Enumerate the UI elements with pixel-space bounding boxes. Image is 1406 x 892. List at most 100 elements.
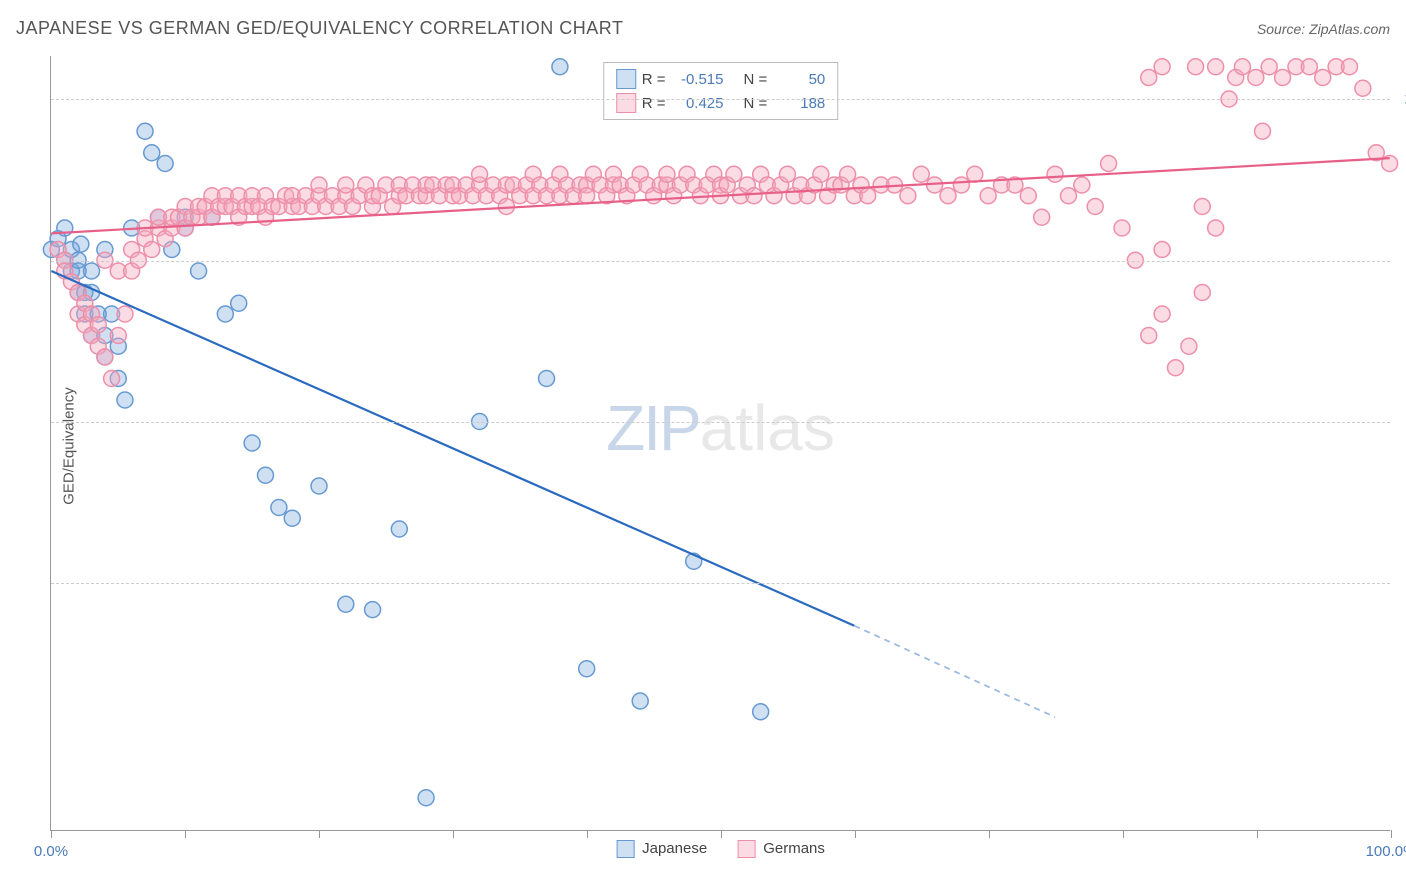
data-point — [1188, 59, 1204, 75]
data-point — [1261, 59, 1277, 75]
data-point — [1114, 220, 1130, 236]
data-point — [1315, 70, 1331, 86]
data-point — [953, 177, 969, 193]
stat-n-label: N = — [744, 95, 768, 112]
data-point — [271, 500, 287, 516]
data-point — [117, 306, 133, 322]
stats-row: R = 0.425 N = 188 — [616, 91, 826, 115]
bottom-legend: Japanese Germans — [616, 840, 825, 858]
stats-legend-box: R = -0.515 N = 50 R = 0.425 N = 188 — [603, 62, 839, 120]
data-point — [813, 166, 829, 182]
legend-label: Germans — [763, 840, 825, 857]
gridline — [51, 583, 1390, 584]
data-point — [244, 435, 260, 451]
gridline — [51, 422, 1390, 423]
data-point — [1074, 177, 1090, 193]
data-point — [1168, 360, 1184, 376]
stat-n-value: 188 — [773, 95, 825, 112]
data-point — [913, 166, 929, 182]
data-point — [137, 123, 153, 139]
data-point — [191, 263, 207, 279]
data-point — [539, 371, 555, 387]
data-point — [1154, 242, 1170, 258]
data-point — [659, 166, 675, 182]
data-point — [1047, 166, 1063, 182]
gridline — [51, 99, 1390, 100]
x-tick — [1391, 830, 1392, 838]
stat-r-label: R = — [642, 95, 666, 112]
stat-r-value: -0.515 — [672, 71, 724, 88]
x-tick-label: 0.0% — [34, 843, 68, 860]
data-point — [338, 177, 354, 193]
stat-n-value: 50 — [773, 71, 825, 88]
data-point — [1341, 59, 1357, 75]
data-point — [472, 166, 488, 182]
data-point — [90, 317, 106, 333]
data-point — [1101, 156, 1117, 172]
data-point — [1208, 220, 1224, 236]
x-tick — [51, 830, 52, 838]
data-point — [84, 263, 100, 279]
data-point — [418, 790, 434, 806]
legend-label: Japanese — [642, 840, 707, 857]
plot-area: ZIPatlas R =-0.515N =50R =0.425N =188 Ja… — [50, 56, 1390, 831]
data-point — [1087, 199, 1103, 215]
data-point — [311, 478, 327, 494]
chart-title: JAPANESE VS GERMAN GED/EQUIVALENCY CORRE… — [16, 18, 623, 39]
data-point — [967, 166, 983, 182]
data-point — [579, 188, 595, 204]
stat-r-label: R = — [642, 71, 666, 88]
regression-line-extrapolated — [854, 626, 1055, 717]
x-tick — [989, 830, 990, 838]
data-point — [1154, 306, 1170, 322]
data-point — [779, 166, 795, 182]
data-point — [940, 188, 956, 204]
legend-item: Japanese — [616, 840, 707, 858]
data-point — [980, 188, 996, 204]
data-point — [157, 156, 173, 172]
data-point — [231, 295, 247, 311]
data-point — [1248, 70, 1264, 86]
x-tick — [1123, 830, 1124, 838]
x-tick — [587, 830, 588, 838]
data-point — [257, 467, 273, 483]
regression-line — [51, 271, 854, 626]
legend-swatch — [737, 840, 755, 858]
data-point — [1181, 338, 1197, 354]
x-tick — [721, 830, 722, 838]
x-tick — [453, 830, 454, 838]
data-point — [1141, 70, 1157, 86]
data-point — [144, 145, 160, 161]
data-point — [753, 704, 769, 720]
data-point — [144, 242, 160, 258]
data-point — [217, 306, 233, 322]
data-point — [1255, 123, 1271, 139]
data-point — [284, 510, 300, 526]
data-point — [1355, 80, 1371, 96]
stat-r-value: 0.425 — [672, 95, 724, 112]
x-tick-label: 100.0% — [1366, 843, 1406, 860]
data-point — [1060, 188, 1076, 204]
data-point — [73, 236, 89, 252]
x-tick — [185, 830, 186, 838]
data-point — [1154, 59, 1170, 75]
data-point — [1301, 59, 1317, 75]
data-point — [1194, 199, 1210, 215]
data-point — [1208, 59, 1224, 75]
source-attribution: Source: ZipAtlas.com — [1257, 21, 1390, 37]
x-tick — [1257, 830, 1258, 838]
data-point — [1020, 188, 1036, 204]
data-point — [1034, 209, 1050, 225]
x-tick — [319, 830, 320, 838]
legend-swatch — [616, 69, 636, 89]
data-point — [1275, 70, 1291, 86]
legend-swatch — [616, 840, 634, 858]
stat-n-label: N = — [744, 71, 768, 88]
data-point — [632, 693, 648, 709]
data-point — [117, 392, 133, 408]
legend-swatch — [616, 93, 636, 113]
gridline — [51, 261, 1390, 262]
data-point — [746, 188, 762, 204]
data-point — [1234, 59, 1250, 75]
data-point — [552, 59, 568, 75]
